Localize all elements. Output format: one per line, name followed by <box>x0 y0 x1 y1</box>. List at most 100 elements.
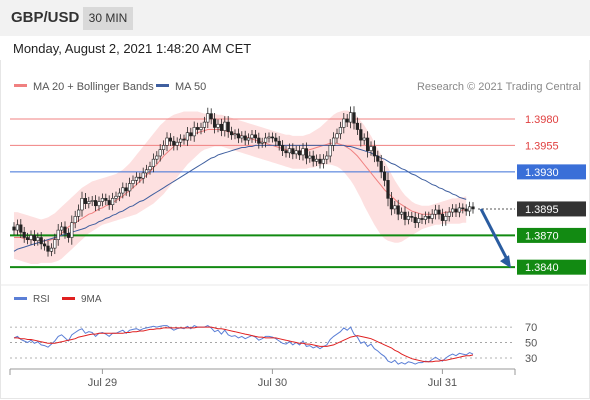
candle-body <box>223 121 227 131</box>
candle-body <box>454 208 458 213</box>
candle-body <box>464 208 468 212</box>
candle-body <box>338 127 343 135</box>
legend-ma20-label: MA 20 + Bollinger Bands <box>33 81 154 93</box>
candle-body <box>355 122 360 130</box>
candle-body <box>104 198 108 201</box>
legend-ma50-swatch <box>156 84 169 87</box>
candle-body <box>423 216 428 220</box>
candle-body <box>457 207 462 213</box>
candle-body <box>396 205 400 215</box>
legend-rsi-swatch <box>14 297 27 300</box>
top-bar: GBP/USD 30 MIN <box>0 0 590 36</box>
candle-body <box>114 195 118 199</box>
x-tick-label-Jul-29: Jul 29 <box>88 377 117 389</box>
candle-body <box>467 206 472 212</box>
ma20-line <box>14 129 467 242</box>
candle-body <box>247 137 251 141</box>
candle-body <box>304 148 309 159</box>
candle-body <box>80 198 84 211</box>
candle-body <box>325 155 329 160</box>
candle-body <box>155 155 159 160</box>
ma50-line <box>13 144 467 252</box>
candle-body <box>376 155 380 162</box>
candle-body <box>213 118 217 128</box>
candle-body <box>308 155 312 159</box>
level-box-1.3930 <box>517 164 586 180</box>
candle-body <box>90 200 94 202</box>
candle-body <box>226 121 230 132</box>
copyright-text: Research © 2021 Trading Central <box>417 81 581 93</box>
candle-body <box>440 213 445 221</box>
candle-body <box>430 213 434 219</box>
candle-body <box>29 235 33 240</box>
legend-rsi-label: RSI <box>33 294 50 305</box>
candle-body <box>284 150 288 154</box>
candle-body <box>348 112 353 123</box>
candle-body <box>260 141 264 144</box>
candle-body <box>280 145 285 152</box>
rsi-tick-label-50: 50 <box>525 338 537 350</box>
candle-body <box>100 198 104 202</box>
candle-body <box>97 201 101 207</box>
candle-body <box>175 141 179 146</box>
candle-body <box>59 226 64 231</box>
candle-body <box>331 137 336 146</box>
candle-body <box>301 148 305 156</box>
candle-body <box>134 176 139 181</box>
candle-body <box>372 146 377 157</box>
candle-body <box>219 123 224 131</box>
candle-body <box>39 237 43 245</box>
candle-body <box>297 150 302 156</box>
candle-body <box>386 180 390 199</box>
candle-body <box>427 216 431 219</box>
candle-body <box>393 205 397 210</box>
candle-body <box>22 231 26 238</box>
candle-body <box>450 208 455 213</box>
candle-body <box>83 198 87 204</box>
candle-body <box>148 166 152 171</box>
rsi-tick-label-70: 70 <box>525 322 537 334</box>
timeframe-button[interactable]: 30 MIN <box>83 7 133 30</box>
candle-body <box>291 148 295 155</box>
candle-body <box>243 135 247 141</box>
level-box-1.3840 <box>517 259 586 275</box>
chart-datetime: Monday, August 2, 2021 1:48:20 AM CET <box>13 41 252 56</box>
candle-body <box>270 136 275 139</box>
level-label-1.3955: 1.3955 <box>525 140 559 152</box>
candle-body <box>73 216 77 224</box>
legend-9ma-label: 9MA <box>81 294 102 305</box>
candle-body <box>158 149 162 157</box>
candle-body <box>314 158 319 162</box>
candle-body <box>253 134 258 139</box>
candle-body <box>151 158 156 167</box>
candle-body <box>15 224 20 231</box>
candles <box>12 106 475 257</box>
candle-body <box>128 183 132 192</box>
candle-body <box>56 229 60 240</box>
candle-body <box>46 245 50 252</box>
candle-body <box>345 118 349 123</box>
legend-ma50-label: MA 50 <box>175 81 206 93</box>
candle-body <box>236 133 241 139</box>
projection-arrow-head <box>500 255 511 269</box>
candle-body <box>365 137 370 152</box>
candle-body <box>267 136 271 139</box>
candle-body <box>70 222 74 238</box>
candle-body <box>342 118 346 128</box>
candle-body <box>94 200 98 207</box>
level-label-1.3930: 1.3930 <box>525 167 559 179</box>
candle-body <box>189 132 193 137</box>
candle-body <box>416 218 421 224</box>
candle-body <box>209 113 213 120</box>
candle-body <box>359 129 363 141</box>
candle-body <box>12 226 16 231</box>
candle-body <box>182 138 186 141</box>
rsi-tick-label-30: 30 <box>525 353 537 365</box>
candle-body <box>77 209 81 217</box>
candle-body <box>199 127 203 130</box>
candle-body <box>172 140 176 146</box>
candle-body <box>277 140 281 146</box>
legend-9ma-swatch <box>62 297 75 300</box>
projection-arrow-shaft <box>479 208 510 262</box>
